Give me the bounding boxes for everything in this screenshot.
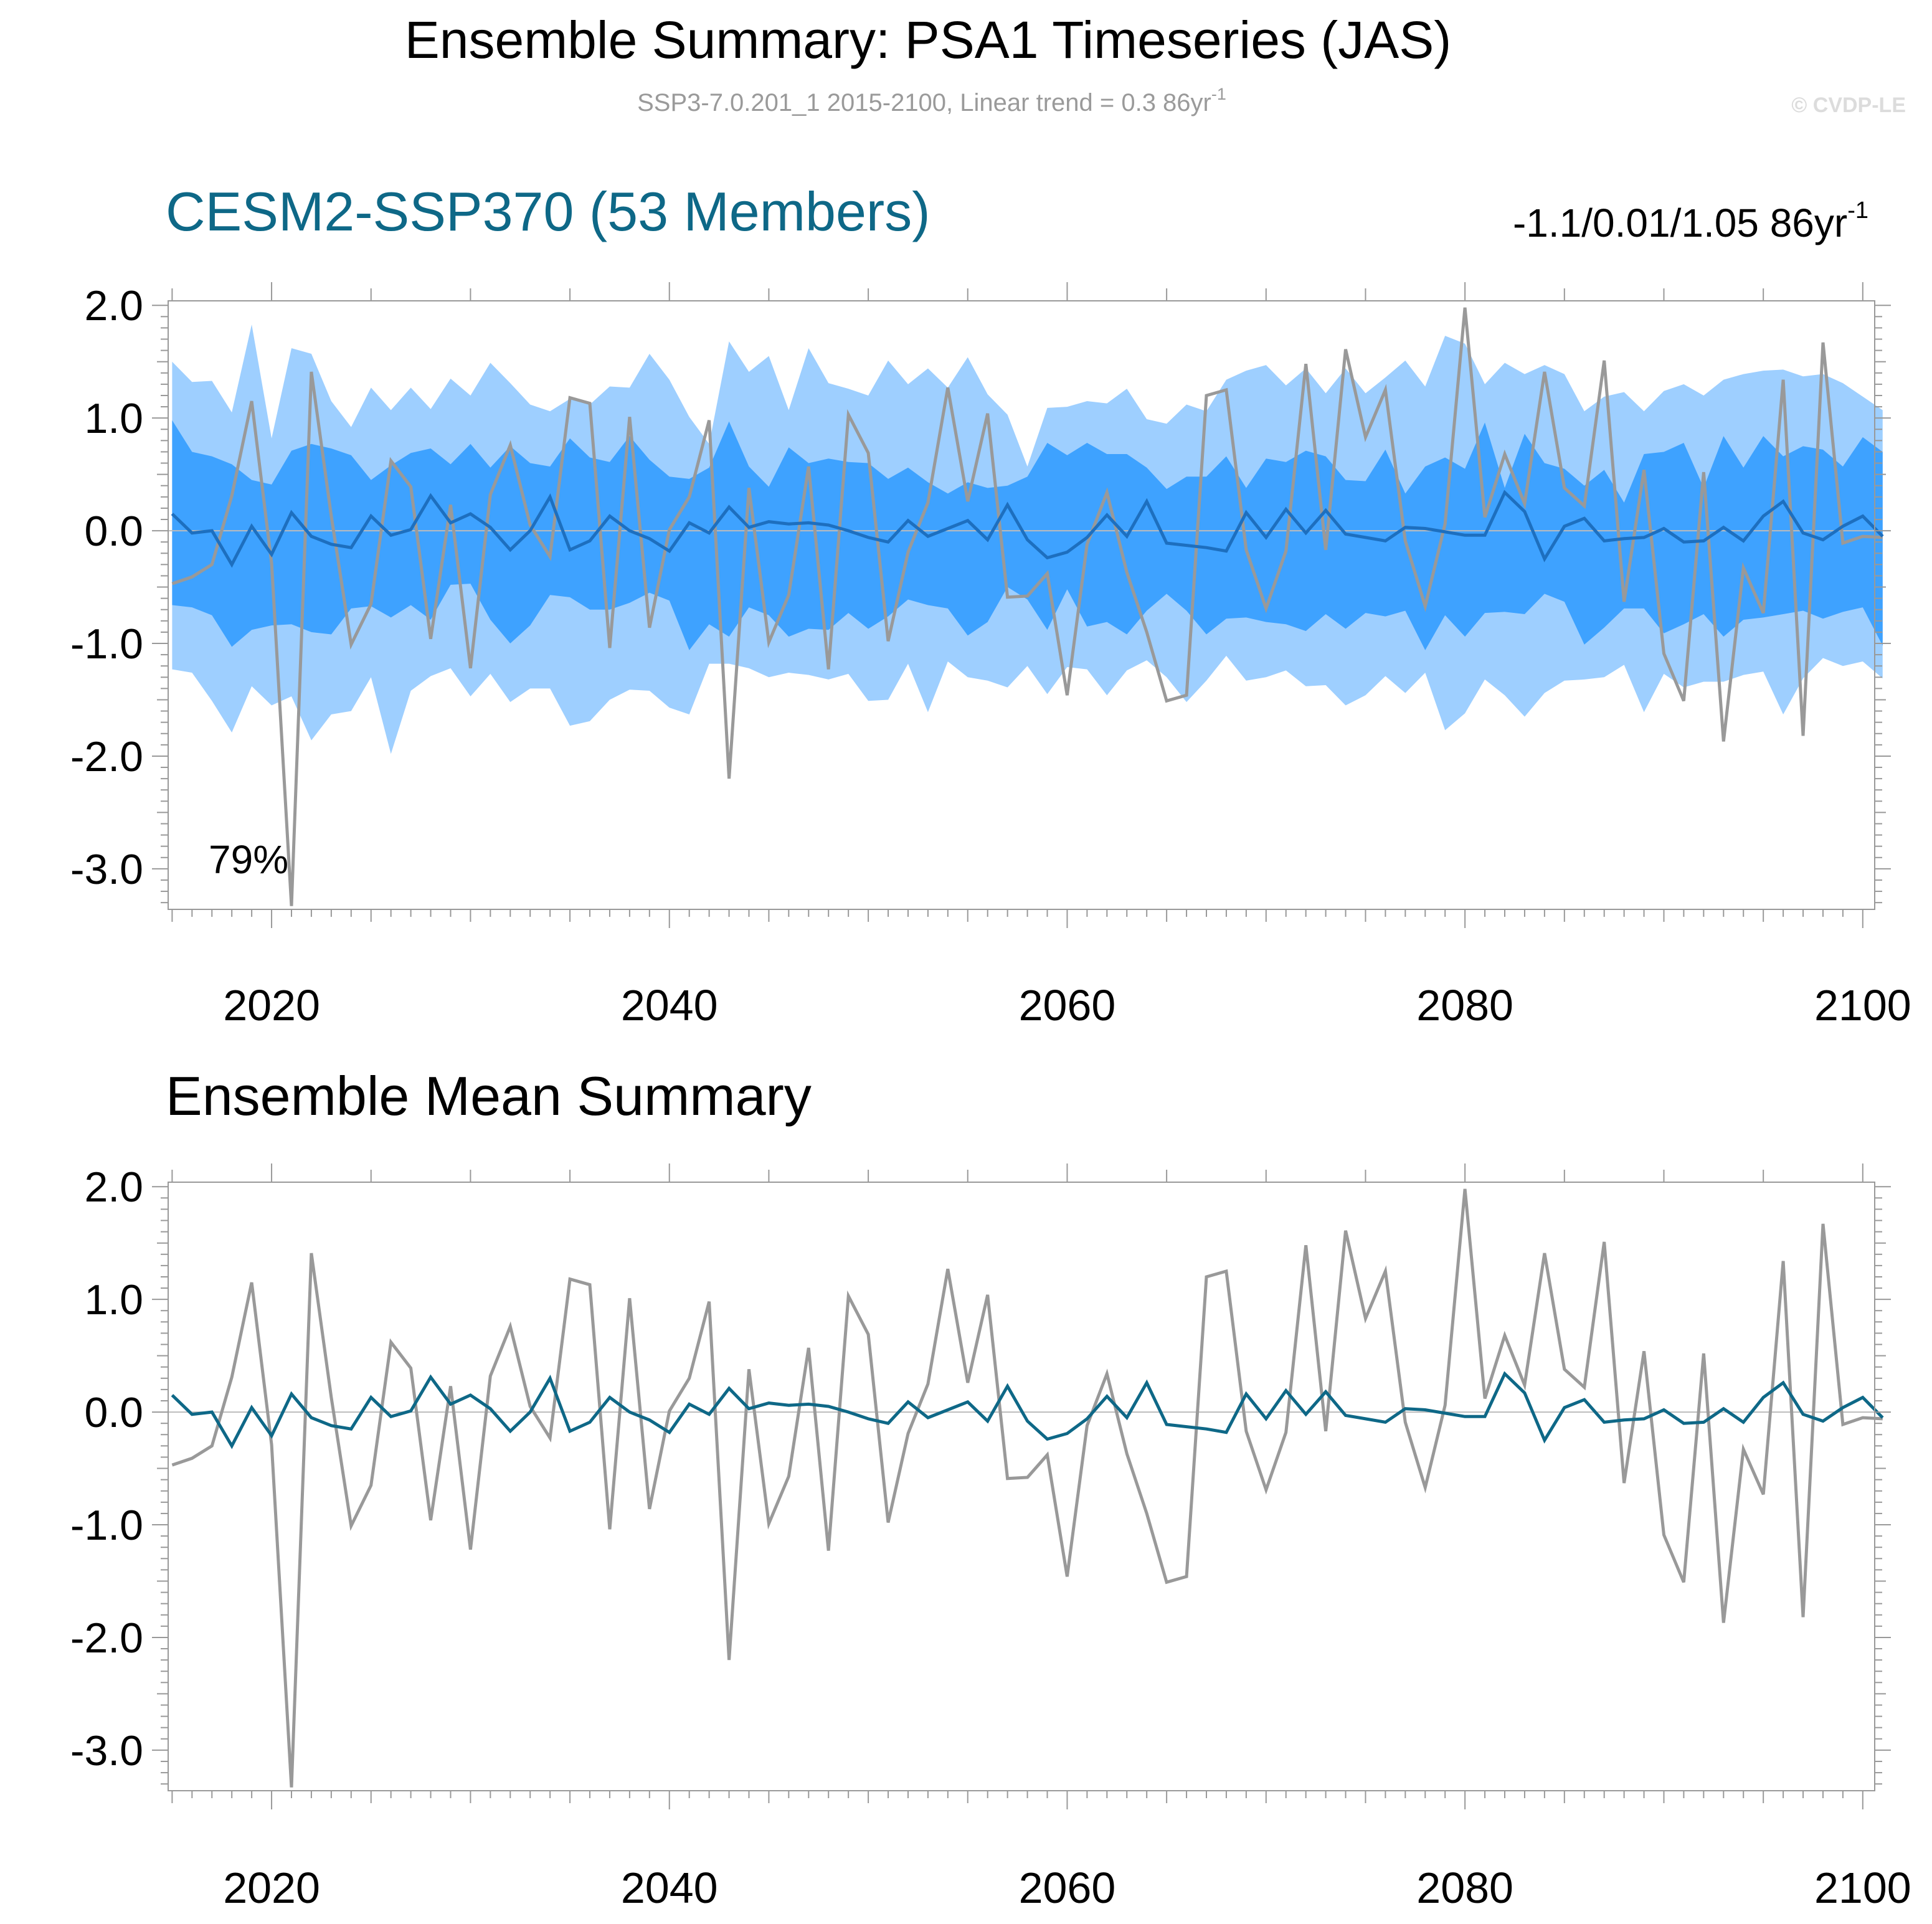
percent-label: 79% [209,837,288,882]
plot-area: 2020 2040 2060 2080 2100 2.0 1.0 0.0 -1.0 -2.0 -3.… [70,1163,1911,1912]
x-tick-label: 2060 [1019,981,1116,1030]
y-tick-label: -3.0 [70,1727,143,1775]
x-tick-label: 2100 [1814,981,1911,1030]
observed-series-line [171,307,1883,906]
trend-range-main: -1.1/0.01/1.05 86yr [1513,201,1847,245]
plot-frame [168,1182,1875,1791]
y-tick-label: 2.0 [84,282,143,329]
figure-title: Ensemble Summary: PSA1 Timeseries (JAS) [405,11,1452,69]
y-tick-label: -2.0 [70,1614,143,1662]
x-tick-label: 2080 [1416,981,1513,1030]
x-tick-label: 2100 [1814,1864,1911,1912]
panel-title: CESM2-SSP370 (53 Members) [166,181,930,242]
inner-range-band [172,420,1883,650]
ensemble-mean-line [171,490,1884,568]
y-tick-label: 1.0 [84,395,143,442]
plot-frame [168,300,1875,910]
trend-range-label: -1.1/0.01/1.05 86yr-1 [1513,197,1868,245]
x-tick-label: 2080 [1416,1864,1513,1912]
x-tick-label: 2040 [621,1864,718,1912]
x-tick-label: 2020 [223,981,320,1030]
plot-area: 2020 2040 2060 2080 2100 2.0 1.0 0.0 -1.0 -2.0 -3.… [70,282,1911,1030]
figure-subtitle: SSP3-7.0.201_1 2015-2100, Linear trend =… [637,85,1226,116]
figure-subtitle-sup: -1 [1211,85,1226,103]
x-tick-label: 2060 [1019,1864,1116,1912]
ensemble-mean-line [171,1371,1884,1449]
ensemble-summary-panel: CESM2-SSP370 (53 Members) -1.1/0.01/1.05… [70,181,1911,1030]
y-tick-label: -3.0 [70,846,143,893]
y-tick-label: -2.0 [70,733,143,780]
y-tick-label: 0.0 [84,1389,143,1436]
x-tick-label: 2020 [223,1864,320,1912]
copyright-label: © CVDP-LE [1791,93,1906,117]
y-tick-label: 0.0 [84,508,143,555]
y-tick-label: 2.0 [84,1163,143,1211]
observed-series-line [171,1188,1883,1788]
panel-title: Ensemble Mean Summary [166,1065,812,1127]
ensemble-mean-panel: Ensemble Mean Summary 2020 2040 2060 2080 21… [70,1065,1911,1912]
y-tick-label: -1.0 [70,1502,143,1549]
figure-subtitle-main: SSP3-7.0.201_1 2015-2100, Linear trend =… [637,89,1211,116]
y-tick-label: 1.0 [84,1276,143,1324]
y-tick-label: -1.0 [70,620,143,668]
trend-range-sup: -1 [1847,197,1868,224]
x-tick-label: 2040 [621,981,718,1030]
